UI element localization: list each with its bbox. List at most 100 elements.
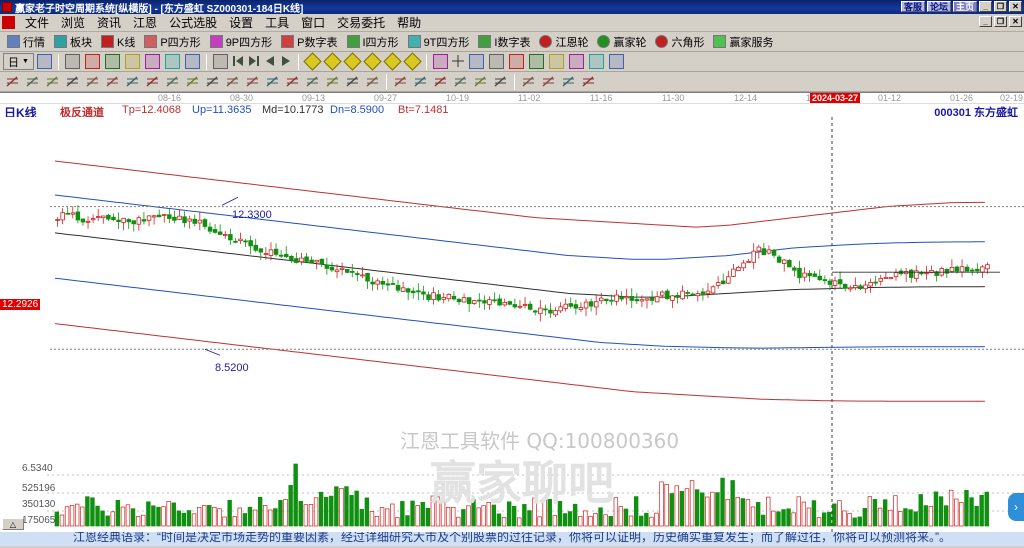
curve-icon[interactable] [105,74,120,89]
save-icon[interactable] [588,54,604,69]
toolbar-i-number-table-icon[interactable]: I数字表 [474,33,534,51]
frame-icon[interactable] [393,74,408,89]
cycle-icon[interactable] [508,54,524,69]
indicator-dropdown-icon[interactable] [164,54,180,69]
pen-icon[interactable] [5,74,20,89]
diamond3-icon[interactable] [343,52,362,71]
next-icon[interactable] [279,54,294,69]
power-icon[interactable] [185,74,200,89]
ellipse-icon[interactable] [145,74,160,89]
chart-small2-icon[interactable] [124,54,140,69]
menu-item-tools[interactable]: 工具 [265,16,290,30]
image-icon[interactable] [433,74,448,89]
menu-item-window[interactable]: 窗口 [301,16,326,30]
volume-pane[interactable]: 赢家聊吧 6.5340 525196 350130 175065 △ [0,457,1024,532]
forum-button[interactable]: 论坛 [926,1,951,12]
toolbar-p-square-icon[interactable]: P四方形 [140,33,204,51]
envelope-icon[interactable] [64,54,80,69]
toolbar-winner-service-icon[interactable]: 赢家服务 [709,33,777,51]
balloon-icon[interactable] [488,54,504,69]
n-icon[interactable] [285,74,300,89]
customer-service-button[interactable]: 客服 [900,1,925,12]
menu-item-settings[interactable]: 设置 [229,16,254,30]
diamond5-icon[interactable] [383,52,402,71]
more-icon[interactable] [581,74,596,89]
indicator-icon[interactable] [144,54,160,69]
menu-item-news[interactable]: 资讯 [97,16,122,30]
toolbar-p9-square-icon[interactable]: 9P四方形 [206,33,276,51]
doc-close-button[interactable]: ✕ [1009,16,1022,27]
toolbar-sector-icon[interactable]: 板块 [50,33,96,51]
asterisk-icon[interactable] [245,74,260,89]
toolbar-quote-icon[interactable]: 行情 [3,33,49,51]
percent-icon[interactable] [305,74,320,89]
list-icon[interactable] [84,54,100,69]
level-icon[interactable] [45,74,60,89]
layers-icon[interactable] [561,74,576,89]
menu-logo-icon [2,16,15,29]
menu-item-trade[interactable]: 交易委托 [337,16,386,30]
first-page-icon[interactable] [231,54,246,69]
diamond2-icon[interactable] [323,52,342,71]
arrows-icon[interactable] [365,74,380,89]
paint-icon[interactable] [453,74,468,89]
crosshair-icon[interactable] [184,54,200,69]
expand-panel-button[interactable]: › [1008,493,1024,521]
menu-item-help[interactable]: 帮助 [397,16,422,30]
mesh-icon[interactable] [265,74,280,89]
chart-small-icon[interactable] [104,54,120,69]
prev-icon[interactable] [263,54,278,69]
calculator-icon[interactable] [548,54,564,69]
grid2-icon[interactable] [165,74,180,89]
report-icon[interactable] [568,54,584,69]
maximize-button[interactable]: ❐ [994,1,1007,12]
diamond6-icon[interactable] [403,52,422,71]
grid3-icon[interactable] [345,74,360,89]
diamond4-icon[interactable] [363,52,382,71]
toolbar-hexagon-icon[interactable]: 六角形 [651,33,708,51]
crosshair-plus-icon[interactable] [451,54,466,69]
fork-icon[interactable] [85,74,100,89]
fan-icon[interactable] [413,74,428,89]
homepage-button[interactable]: 主页 [952,1,977,12]
toolbar-gann-wheel-icon[interactable]: 江恩轮 [535,33,592,51]
toolbar-t9-square-icon[interactable]: 9T四方形 [404,33,474,51]
doc-minimize-button[interactable]: _ [979,16,992,27]
period-selector[interactable]: 日 ▼ [3,53,34,70]
spectrum-icon[interactable] [212,54,228,69]
calendar-icon[interactable] [528,54,544,69]
toolbar-label: I四方形 [362,36,399,49]
hand-icon[interactable] [432,54,448,69]
volume-chart-svg [47,457,1024,532]
brush-icon[interactable] [125,74,140,89]
level2-icon[interactable] [65,74,80,89]
close-button[interactable]: ✕ [1009,1,1022,12]
wave-icon[interactable] [468,54,484,69]
doc-restore-button[interactable]: ❐ [994,16,1007,27]
angle-icon[interactable] [205,74,220,89]
menu-item-file[interactable]: 文件 [25,16,50,30]
circle-cross-icon[interactable] [225,74,240,89]
grid4-icon[interactable] [521,74,536,89]
minimize-button[interactable]: _ [979,1,992,12]
diamond1-icon[interactable] [303,52,322,71]
toolbar-kline-icon[interactable]: K线 [97,33,139,51]
box-red-icon[interactable] [325,74,340,89]
menu-item-gann[interactable]: 江恩 [133,16,158,30]
collapse-pane-button[interactable]: △ [2,518,24,530]
zigzag-icon[interactable] [493,74,508,89]
toolbar-i-square-icon[interactable]: I四方形 [343,33,403,51]
grid-h-icon[interactable] [25,74,40,89]
menu-item-formula-screen[interactable]: 公式选股 [169,16,218,30]
chevron-down-icon[interactable]: ▼ [22,58,29,65]
period-dropdown-icon[interactable] [36,54,52,69]
slope-icon[interactable] [473,74,488,89]
last-page-icon[interactable] [247,54,262,69]
settings-icon[interactable] [608,54,624,69]
toolbar-winner-wheel-icon[interactable]: 赢家轮 [593,33,650,51]
price-plot[interactable]: 12.2926 12.3300 8.5200 江恩工具软件 QQ:1008003… [0,117,1024,457]
menu-item-browse[interactable]: 浏览 [61,16,86,30]
chart-area[interactable]: 08-16 08-30 09-13 09-27 10-19 11-02 11-16 11-30… [0,92,1024,532]
bars-icon[interactable] [541,74,556,89]
toolbar-p-number-table-icon[interactable]: P数字表 [277,33,341,51]
